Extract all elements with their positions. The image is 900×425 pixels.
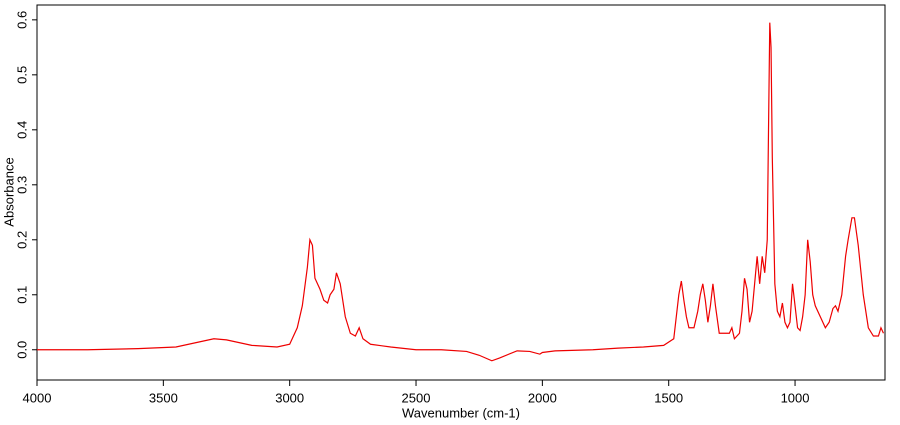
x-tick-label: 3500: [149, 390, 178, 405]
x-tick-label: 1500: [654, 390, 683, 405]
y-tick-label: 0.6: [14, 11, 29, 29]
x-tick-label: 2500: [402, 390, 431, 405]
spectrum-line: [37, 22, 885, 362]
y-tick-label: 0.0: [14, 341, 29, 359]
y-tick-label: 0.3: [14, 176, 29, 194]
y-tick-label: 0.1: [14, 286, 29, 304]
x-tick-label: 3000: [275, 390, 304, 405]
x-axis-label: Wavenumber (cm-1): [402, 405, 520, 420]
y-tick-label: 0.2: [14, 231, 29, 249]
x-tick-label: 2000: [528, 390, 557, 405]
x-tick-label: 4000: [23, 390, 52, 405]
plot-frame: [36, 4, 886, 381]
y-tick-label: 0.5: [14, 66, 29, 84]
y-tick-label: 0.4: [14, 121, 29, 139]
x-tick-label: 1000: [781, 390, 810, 405]
y-axis-label: Absorbance: [1, 157, 16, 226]
